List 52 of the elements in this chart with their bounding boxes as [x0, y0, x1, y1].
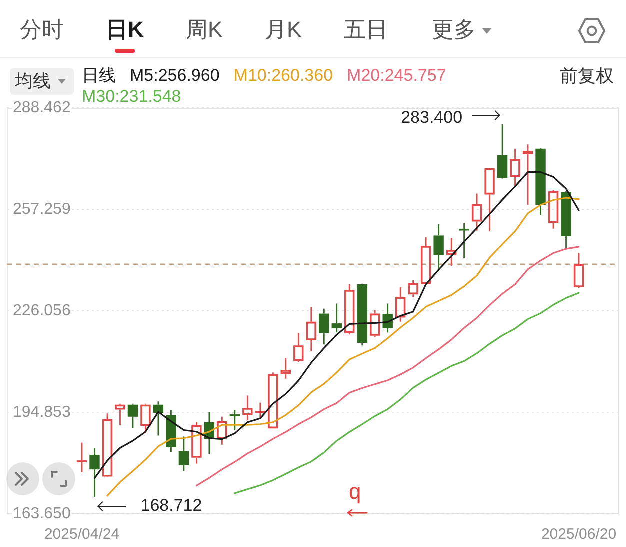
- text: 更多: [432, 17, 476, 43]
- candlestick: [370, 310, 380, 338]
- candlestick: [192, 422, 202, 464]
- candlestick: [76, 442, 88, 474]
- y-tick-label: 257.259: [13, 200, 71, 218]
- candlestick: [472, 193, 482, 232]
- candlestick: [536, 148, 546, 216]
- y-tick-label: 194.853: [13, 404, 71, 421]
- annotation: 283.400: [401, 108, 463, 128]
- text: M10:260.360: [234, 65, 334, 86]
- y-tick-label: 226.056: [13, 302, 71, 320]
- text: M20:245.757: [347, 65, 446, 86]
- candlestick: [178, 436, 190, 472]
- candlestick: [217, 416, 228, 446]
- y-tick-label: 288.462: [13, 99, 71, 116]
- y-tick-label: 163.650: [13, 505, 71, 522]
- x-tick-label: 2025/06/20: [541, 526, 617, 544]
- text: 月K: [265, 17, 302, 43]
- candlestick: [128, 403, 138, 429]
- candlestick: [344, 284, 355, 336]
- candlestick: [319, 308, 330, 346]
- dropdown-button: 均线: [10, 68, 74, 95]
- candlestick: [90, 447, 100, 498]
- candlestick: [395, 286, 406, 323]
- candlestick: [459, 222, 470, 260]
- candlestick: [497, 124, 508, 178]
- text: 五日: [344, 17, 388, 43]
- candlestick: [332, 303, 342, 334]
- candlestick: [446, 237, 457, 267]
- candlestick: [294, 332, 304, 363]
- legend-title: 日线: [82, 65, 116, 86]
- candlestick: [230, 410, 240, 431]
- candlestick: [484, 168, 495, 232]
- candlestick: [115, 403, 126, 426]
- x-tick-label: 2025/04/24: [44, 526, 120, 544]
- candlestick: [434, 224, 444, 272]
- text: 前复权: [560, 65, 614, 87]
- candlestick: [408, 280, 418, 298]
- candlestick: [268, 372, 278, 429]
- annotation: 168.712: [140, 496, 202, 516]
- text: M30:231.548: [82, 86, 182, 107]
- candlestick: [280, 357, 291, 380]
- candlestick: [242, 395, 253, 422]
- text: M5:256.960: [130, 65, 220, 86]
- candlestick: [522, 144, 534, 206]
- candlestick: [510, 148, 520, 188]
- candlestick: [153, 400, 164, 436]
- text: 日K: [106, 17, 144, 43]
- text: 周K: [186, 17, 223, 43]
- text: 分时: [20, 17, 64, 43]
- annotation: q: [349, 479, 362, 505]
- candlestick: [306, 306, 316, 352]
